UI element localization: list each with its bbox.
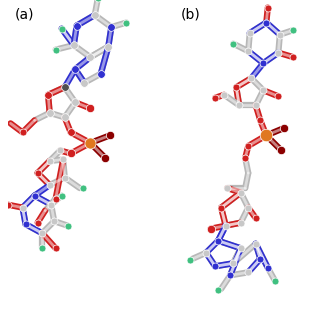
Text: (a): (a) [15, 8, 34, 22]
Text: (b): (b) [180, 8, 200, 22]
